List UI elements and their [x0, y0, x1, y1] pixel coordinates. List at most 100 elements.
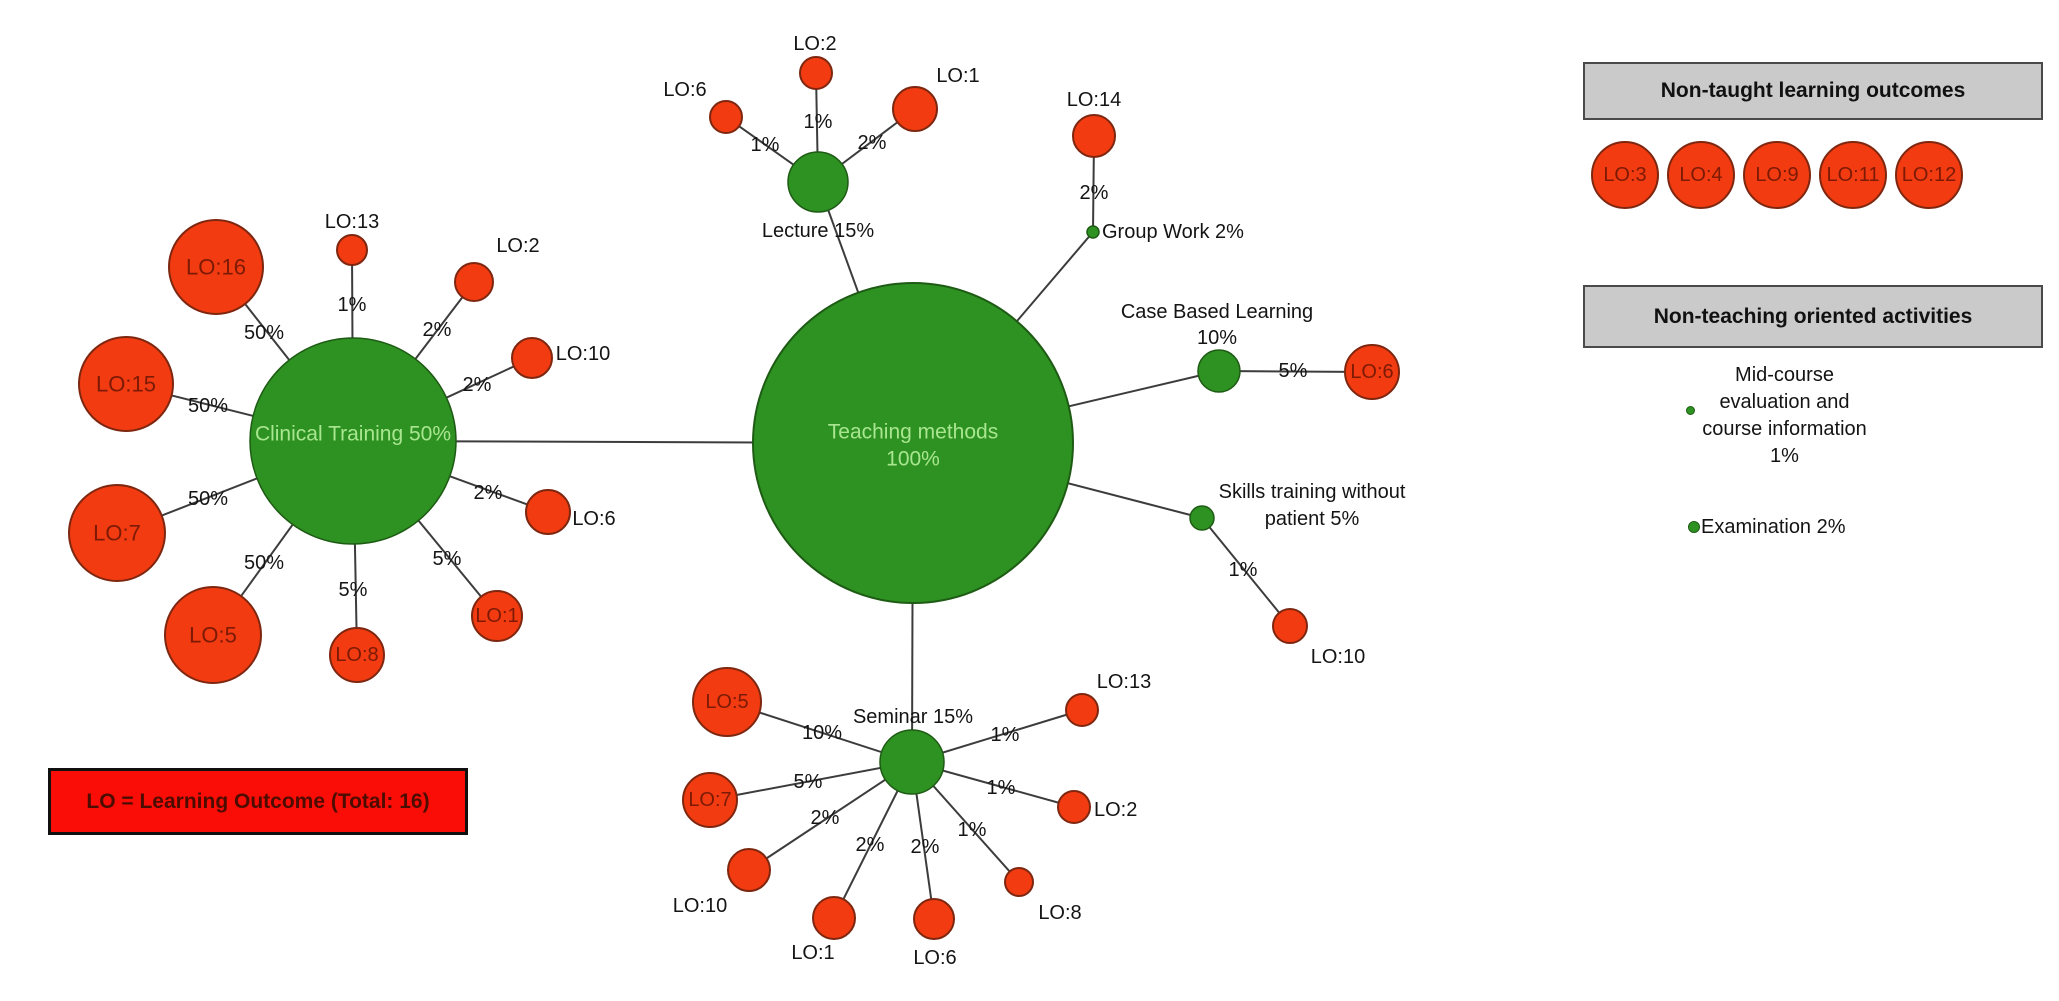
label-clinical-training-lo13: LO:13 — [325, 211, 379, 233]
edge-label-seminar-lo10: 2% — [811, 807, 840, 829]
node-seminar-lo10 — [727, 848, 771, 892]
non-teaching-title: Non-teaching oriented activities — [1653, 304, 1973, 328]
edge-label-clinical-training-lo2: 2% — [423, 319, 452, 341]
label-case-based-learning-lo6: LO:6 — [1350, 361, 1393, 383]
label-clinical-training-lo7: LO:7 — [93, 521, 141, 546]
label-seminar-lo8: LO:8 — [1038, 902, 1081, 924]
non-taught-lo3: LO:3 — [1591, 141, 1659, 209]
label-case-based-learning-line-1: Case Based Learning — [1121, 301, 1313, 323]
edge-label-clinical-training-lo7: 50% — [188, 488, 228, 510]
edge-label-case-based-learning-lo6: 5% — [1279, 360, 1308, 382]
mid-course-evaluation-label: Mid-course evaluation and course informa… — [1697, 362, 1872, 470]
edge-label-seminar-lo8: 1% — [958, 819, 987, 841]
label-group-work-line-1: Group Work 2% — [1102, 221, 1244, 243]
edge-label-seminar-lo2: 1% — [987, 777, 1016, 799]
label-skills-training-without-patient-line-2: patient 5% — [1265, 508, 1360, 530]
non-taught-lo11: LO:11 — [1819, 141, 1887, 209]
label-clinical-training-lo6: LO:6 — [572, 508, 615, 530]
node-clinical-training — [249, 337, 457, 545]
label-skills-training-without-patient-line-1: Skills training without — [1219, 481, 1406, 503]
edge-label-lecture-lo6: 1% — [751, 134, 780, 156]
legend-box: LO = Learning Outcome (Total: 16) — [48, 768, 468, 835]
label-lecture-lo2: LO:2 — [793, 33, 836, 55]
edge-label-seminar-lo1: 2% — [856, 834, 885, 856]
node-seminar-lo7 — [682, 772, 738, 828]
node-group-work — [1086, 225, 1100, 239]
node-skills-training-without-patient-lo10 — [1272, 608, 1308, 644]
node-lecture — [787, 151, 849, 213]
examination-dot — [1688, 521, 1700, 533]
label-clinical-training-lo16: LO:16 — [186, 255, 246, 280]
node-seminar-lo6 — [913, 898, 955, 940]
nodes-layer — [68, 56, 1400, 940]
label-teaching-methods-line-2: 100% — [886, 448, 940, 471]
label-clinical-training-lo5: LO:5 — [189, 623, 237, 648]
node-case-based-learning-lo6 — [1344, 344, 1400, 400]
node-clinical-training-lo8 — [329, 627, 385, 683]
label-skills-training-without-patient-lo10: LO:10 — [1311, 646, 1365, 668]
node-seminar-lo13 — [1065, 693, 1099, 727]
node-lecture-lo2 — [799, 56, 833, 90]
labels-layer: Teaching methods 100% Clinical Training 50… — [93, 33, 1406, 969]
edge-label-seminar-lo13: 1% — [991, 724, 1020, 746]
edge-label-clinical-training-lo8: 5% — [339, 579, 368, 601]
label-clinical-training-line-1: Clinical Training 50% — [255, 423, 451, 446]
node-clinical-training-lo13 — [336, 234, 368, 266]
label-seminar-lo5: LO:5 — [705, 691, 748, 713]
edge-label-seminar-lo7: 5% — [794, 771, 823, 793]
node-teaching-methods — [752, 282, 1074, 604]
non-taught-lo12: LO:12 — [1895, 141, 1963, 209]
node-clinical-training-lo15 — [78, 336, 174, 432]
mid-course-line-1: Mid-course — [1735, 364, 1834, 386]
edge-skills-training-without-patient-to-lo10 — [1201, 517, 1291, 627]
non-taught-outcomes-row: LO:3 LO:4 LO:9 LO:11 LO:12 — [1591, 141, 1963, 209]
node-clinical-training-lo10 — [511, 337, 553, 379]
label-teaching-methods-line-1: Teaching methods — [828, 421, 998, 444]
edge-label-clinical-training-lo6: 2% — [474, 482, 503, 504]
label-lecture-lo6: LO:6 — [663, 79, 706, 101]
label-clinical-training-lo2: LO:2 — [496, 235, 539, 257]
non-teaching-header: Non-teaching oriented activities — [1583, 285, 2043, 348]
edge-label-clinical-training-lo1: 5% — [433, 548, 462, 570]
label-clinical-training-lo8: LO:8 — [335, 644, 378, 666]
node-case-based-learning — [1197, 349, 1241, 393]
node-seminar-lo5 — [692, 667, 762, 737]
node-skills-training-without-patient — [1189, 505, 1215, 531]
node-clinical-training-lo7 — [68, 484, 166, 582]
label-lecture-line-1: Lecture 15% — [762, 220, 875, 242]
node-seminar — [879, 729, 945, 795]
label-seminar-lo1: LO:1 — [791, 942, 834, 964]
node-clinical-training-lo16 — [168, 219, 264, 315]
edge-label-lecture-lo1: 2% — [858, 132, 887, 154]
non-taught-lo9: LO:9 — [1743, 141, 1811, 209]
mid-course-line-2: evaluation and — [1719, 391, 1850, 413]
edge-label-clinical-training-lo5: 50% — [244, 552, 284, 574]
non-taught-header: Non-taught learning outcomes — [1583, 62, 2043, 120]
label-seminar-lo10: LO:10 — [673, 895, 727, 917]
label-seminar-lo13: LO:13 — [1097, 671, 1151, 693]
node-clinical-training-lo1 — [471, 590, 523, 642]
label-clinical-training-lo15: LO:15 — [96, 372, 156, 397]
mid-course-line-3: course information — [1702, 418, 1867, 440]
label-case-based-learning-line-2: 10% — [1197, 327, 1237, 349]
label-seminar-lo6: LO:6 — [913, 947, 956, 969]
label-clinical-training-lo10: LO:10 — [556, 343, 610, 365]
label-clinical-training-lo1: LO:1 — [475, 605, 518, 627]
node-clinical-training-lo2 — [454, 262, 494, 302]
edge-label-group-work-lo14: 2% — [1080, 182, 1109, 204]
edge-label-clinical-training-lo13: 1% — [338, 294, 367, 316]
node-seminar-lo2 — [1057, 790, 1091, 824]
edge-seminar-to-lo7 — [709, 761, 913, 801]
examination-label: Examination 2% — [1701, 516, 1846, 538]
mid-course-line-4: 1% — [1770, 445, 1799, 467]
node-clinical-training-lo5 — [164, 586, 262, 684]
edge-label-lecture-lo2: 1% — [804, 111, 833, 133]
edge-label-skills-training-without-patient-lo10: 1% — [1229, 559, 1258, 581]
node-clinical-training-lo6 — [525, 489, 571, 535]
node-seminar-lo8 — [1004, 867, 1034, 897]
label-seminar-lo7: LO:7 — [688, 789, 731, 811]
node-group-work-lo14 — [1072, 114, 1116, 158]
label-lecture-lo1: LO:1 — [936, 65, 979, 87]
